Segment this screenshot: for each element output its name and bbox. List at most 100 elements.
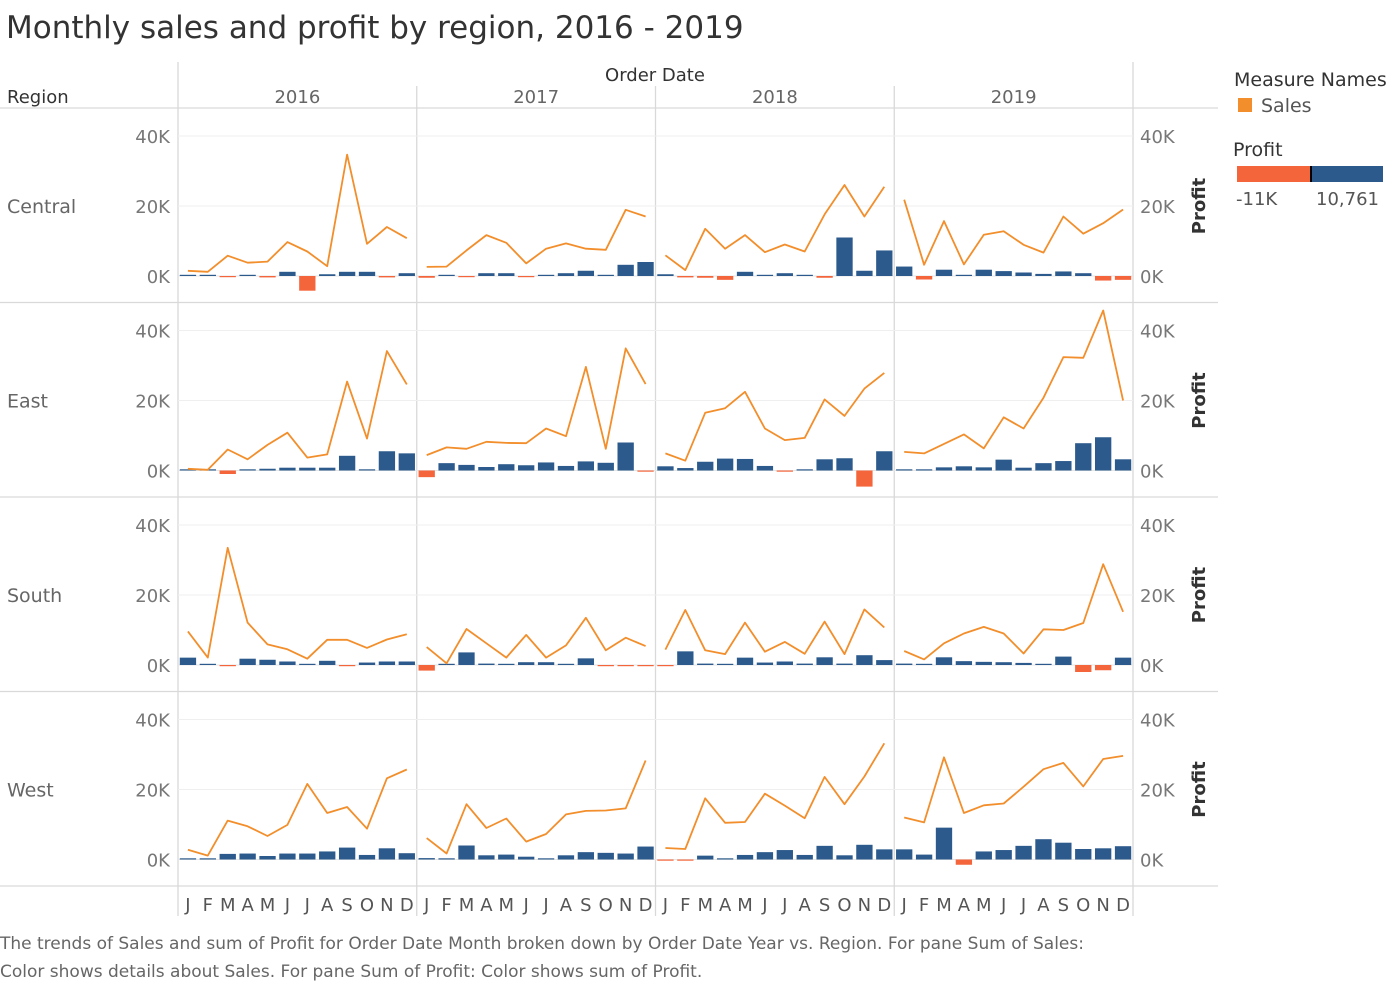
month-tick-label: N bbox=[858, 895, 871, 916]
profit-bar bbox=[915, 854, 933, 860]
profit-bar bbox=[975, 467, 992, 471]
profit-bar bbox=[657, 665, 674, 667]
profit-bar bbox=[319, 660, 336, 665]
profit-bar bbox=[398, 661, 415, 665]
profit-bar bbox=[637, 470, 654, 472]
profit-bar bbox=[637, 262, 654, 276]
profit-bar bbox=[518, 662, 535, 665]
profit-bar bbox=[876, 451, 893, 471]
profit-bar bbox=[219, 665, 236, 667]
year-header: 2018 bbox=[752, 87, 798, 108]
chart-frame bbox=[0, 62, 1218, 916]
month-tick-label: J bbox=[1000, 895, 1006, 916]
profit-bar bbox=[279, 853, 296, 860]
region-label: West bbox=[7, 780, 54, 802]
profit-bar bbox=[478, 273, 495, 276]
month-tick-label: M bbox=[976, 895, 992, 916]
chart-caption: The trends of Sales and sum of Profit fo… bbox=[0, 930, 1300, 986]
column-header-title: Order Date bbox=[605, 65, 705, 86]
caption-line-2: Color shows details about Sales. For pan… bbox=[0, 962, 703, 982]
profit-bar bbox=[677, 859, 694, 861]
profit-bar bbox=[1114, 459, 1132, 471]
profit-bar bbox=[1094, 665, 1112, 671]
y-tick-label-right: 0K bbox=[1140, 851, 1164, 872]
profit-bar bbox=[915, 469, 933, 471]
y-tick-label-right: 20K bbox=[1140, 586, 1176, 607]
profit-bar bbox=[756, 465, 774, 471]
year-header: 2016 bbox=[274, 87, 320, 108]
profit-bar bbox=[259, 856, 276, 860]
profit-bar bbox=[418, 276, 435, 278]
profit-bar bbox=[1055, 271, 1072, 276]
month-tick-label: D bbox=[1116, 895, 1130, 916]
month-tick-label: O bbox=[837, 895, 851, 916]
profit-bar bbox=[478, 855, 495, 860]
profit-bar bbox=[955, 661, 973, 665]
month-tick-label: F bbox=[919, 895, 929, 916]
profit-bar bbox=[498, 854, 515, 860]
profit-bar bbox=[1094, 848, 1112, 860]
profit-bar bbox=[1094, 437, 1112, 471]
profit-bar bbox=[557, 855, 575, 860]
row-header-title: Region bbox=[7, 87, 69, 108]
profit-bar bbox=[299, 276, 316, 291]
chart-marks bbox=[179, 153, 1132, 865]
profit-bar bbox=[199, 274, 217, 276]
profit-bar bbox=[816, 845, 833, 860]
month-tick-label: A bbox=[799, 895, 812, 916]
profit-bar bbox=[338, 847, 356, 860]
profit-bar bbox=[597, 274, 614, 276]
month-tick-label: A bbox=[958, 895, 971, 916]
profit-bar bbox=[716, 663, 734, 665]
profit-bar bbox=[259, 659, 276, 665]
sales-line bbox=[903, 563, 1124, 661]
profit-bar bbox=[219, 853, 236, 860]
profit-bar bbox=[358, 469, 376, 471]
sales-line bbox=[426, 347, 647, 456]
y-tick-label-left: 40K bbox=[135, 322, 171, 343]
profit-ramp-negative bbox=[1237, 166, 1311, 182]
profit-bar bbox=[935, 827, 953, 860]
profit-bar bbox=[1114, 657, 1132, 665]
month-tick-label: M bbox=[737, 895, 753, 916]
profit-bar bbox=[1035, 463, 1052, 471]
profit-bar bbox=[279, 271, 296, 276]
profit-bar bbox=[896, 849, 913, 860]
profit-bar bbox=[657, 274, 674, 276]
y-tick-label-right: 40K bbox=[1140, 516, 1176, 537]
month-tick-label: N bbox=[619, 895, 632, 916]
profit-bar bbox=[537, 274, 555, 276]
profit-bar bbox=[577, 658, 595, 665]
profit-bar bbox=[577, 852, 595, 860]
year-header: 2017 bbox=[513, 87, 559, 108]
profit-bar bbox=[378, 451, 396, 471]
month-tick-label: J bbox=[781, 895, 787, 916]
profit-bar bbox=[299, 467, 316, 471]
profit-bar bbox=[498, 663, 515, 665]
profit-ramp-positive bbox=[1311, 166, 1383, 182]
profit-bar bbox=[597, 665, 614, 667]
month-tick-label: O bbox=[360, 895, 374, 916]
profit-bar bbox=[975, 269, 992, 276]
profit-bar bbox=[239, 274, 256, 276]
profit-bar bbox=[1035, 839, 1052, 860]
y-tick-label-left: 20K bbox=[135, 197, 171, 218]
profit-bar bbox=[358, 854, 376, 860]
month-tick-label: A bbox=[321, 895, 334, 916]
profit-bar bbox=[1015, 662, 1032, 665]
profit-bar bbox=[179, 274, 197, 276]
legend-sales-swatch bbox=[1238, 98, 1252, 112]
profit-bar bbox=[756, 274, 774, 276]
month-tick-label: D bbox=[877, 895, 891, 916]
month-tick-label: M bbox=[459, 895, 475, 916]
profit-bar bbox=[896, 663, 913, 665]
profit-bar bbox=[836, 458, 853, 471]
profit-bar bbox=[955, 466, 973, 471]
profit-bar bbox=[617, 853, 634, 860]
profit-bar bbox=[597, 462, 614, 471]
month-tick-label: J bbox=[761, 895, 767, 916]
profit-bar bbox=[935, 657, 953, 665]
profit-bar bbox=[319, 467, 336, 471]
profit-bar bbox=[955, 274, 973, 276]
profit-bar bbox=[816, 276, 833, 278]
